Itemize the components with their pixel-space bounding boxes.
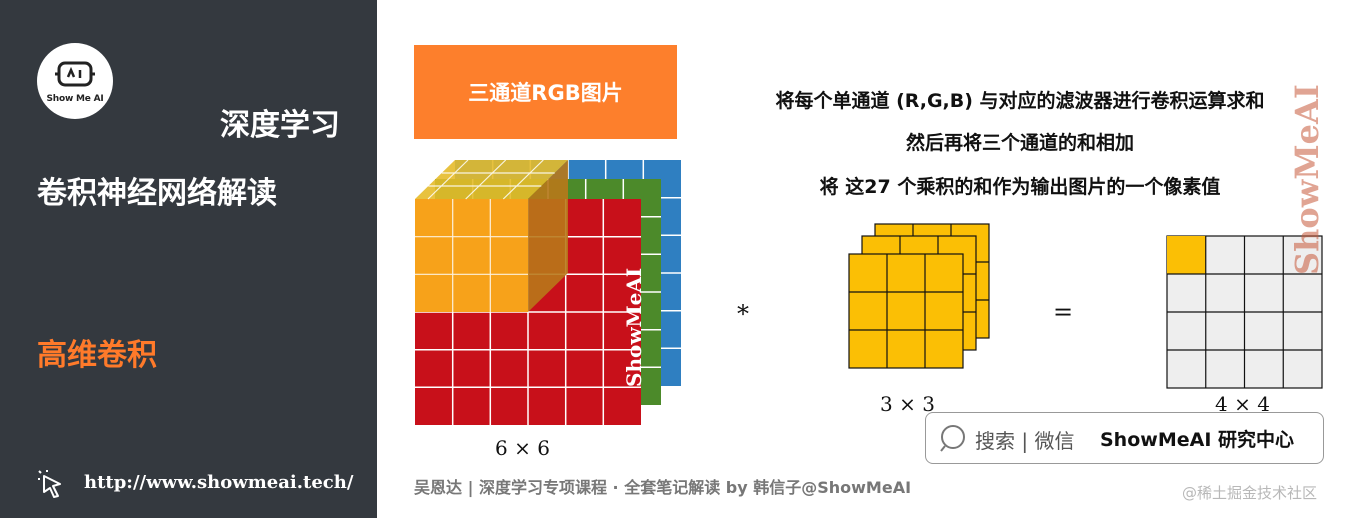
input-rgb-volume: ShowMeAI <box>415 159 681 425</box>
showmeai-watermark: ShowMeAI <box>1288 84 1326 275</box>
description-line-3: 将 这27 个乘积的和作为输出图片的一个像素值 <box>819 176 1221 198</box>
description-line-2: 然后再将三个通道的和相加 <box>905 132 1134 154</box>
filter-size-label: 3 × 3 <box>880 392 935 416</box>
cursor-click-icon <box>38 470 61 498</box>
footer-source: @稀土掘金技术社区 <box>1182 484 1318 502</box>
showmeai-logo <box>37 43 113 119</box>
input-size-label: 6 × 6 <box>495 436 550 460</box>
search-brand: ShowMeAI 研究中心 <box>1100 429 1294 451</box>
filter-stack <box>848 223 990 369</box>
section-title: 高维卷积 <box>37 338 157 373</box>
output-grid <box>1166 235 1323 389</box>
input-watermark: ShowMeAI <box>622 268 646 387</box>
equals-operator: = <box>1053 298 1074 326</box>
rgb-image-banner: 三通道RGB图片 <box>414 45 677 139</box>
robot-icon <box>55 61 95 87</box>
website-link[interactable]: http://www.showmeai.tech/ <box>84 472 354 493</box>
logo-text: Show Me AI <box>46 94 104 104</box>
course-subtitle: 深度学习 <box>220 108 340 143</box>
search-icon <box>940 425 965 452</box>
svg-text:ShowMeAI: ShowMeAI <box>1288 84 1326 275</box>
search-label: 搜索 | 微信 <box>975 429 1075 453</box>
description-line-1: 将每个单通道 (R,G,B) 与对应的滤波器进行卷积运算求和 <box>775 90 1265 112</box>
course-title: 卷积神经网络解读 <box>37 176 277 211</box>
wechat-search-box <box>925 412 1324 464</box>
footer-credit: 吴恩达 | 深度学习专项课程 · 全套笔记解读 by 韩信子@ShowMeAI <box>414 478 912 497</box>
convolution-operator: * <box>737 300 749 328</box>
